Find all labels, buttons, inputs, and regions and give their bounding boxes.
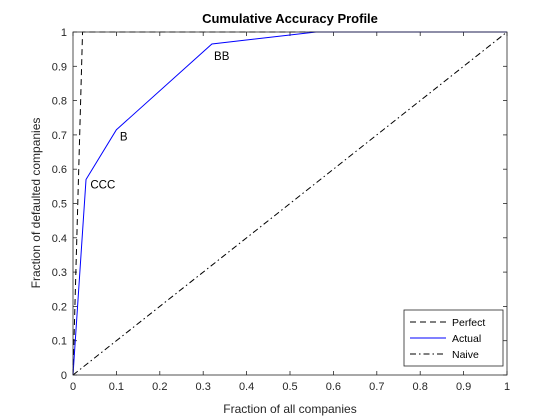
x-tick-label: 0.3	[196, 381, 211, 393]
y-tick-label: 0.7	[52, 130, 67, 142]
legend: Perfect Actual Naive	[403, 309, 504, 367]
y-tick-label: 0.6	[52, 164, 67, 176]
y-tick-label: 0.1	[52, 336, 67, 348]
y-tick-label: 1	[61, 27, 67, 39]
y-tick-label: 0.5	[52, 199, 67, 211]
x-tick-label: 0	[70, 381, 76, 393]
legend-label-perfect: Perfect	[452, 317, 485, 329]
y-tick-label: 0.4	[52, 233, 67, 245]
x-tick-label: 0.9	[456, 381, 471, 393]
y-tick-label: 0	[61, 370, 67, 382]
chart-title: Cumulative Accuracy Profile	[202, 11, 378, 26]
x-tick-label: 0.2	[152, 381, 167, 393]
x-tick-label: 0.4	[239, 381, 254, 393]
series-line-naive	[72, 31, 508, 376]
annotation-b: B	[120, 132, 128, 144]
y-tick-label: 0.8	[52, 96, 67, 108]
x-tick-label: 0.6	[326, 381, 341, 393]
x-tick-label: 0.5	[282, 381, 297, 393]
x-axis-label: Fraction of all companies	[223, 402, 356, 416]
x-tick-label: 1	[504, 381, 510, 393]
y-axis-label: Fraction of defaulted companies	[29, 118, 43, 289]
x-tick-label: 0.7	[369, 381, 384, 393]
x-tick-label: 0.8	[413, 381, 428, 393]
y-tick-label: 0.2	[52, 301, 67, 313]
legend-label-actual: Actual	[452, 333, 481, 345]
x-tick-label: 0.1	[109, 381, 124, 393]
annotation-bb: BB	[214, 51, 230, 63]
annotation-ccc: CCC	[90, 180, 115, 192]
ticks-layer: 0 0.1 0.2 0.3 0.4 0.5 0.6 0.7 0.8 0.9 1 0 0.1 0.2 0.3 0…	[52, 27, 510, 393]
axes-box	[72, 31, 508, 376]
y-tick-label: 0.9	[52, 61, 67, 73]
legend-label-naive: Naive	[452, 349, 479, 361]
y-tick-label: 0.3	[52, 267, 67, 279]
